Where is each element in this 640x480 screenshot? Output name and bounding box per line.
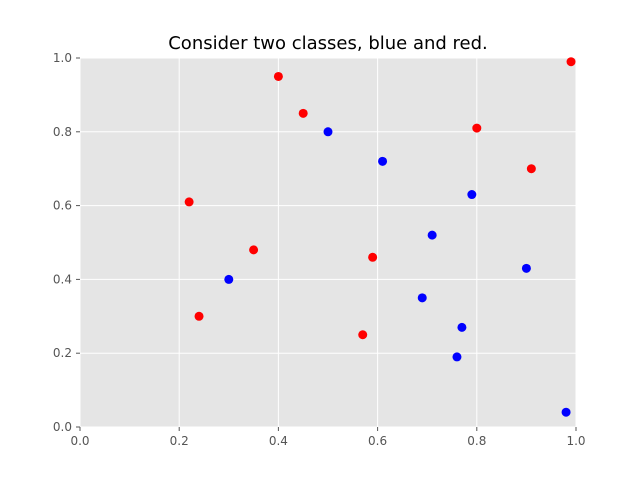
y-tick-label: 0.6: [53, 199, 72, 213]
data-point: [417, 293, 427, 303]
x-tick-label: 1.0: [566, 434, 585, 448]
data-point: [561, 407, 571, 417]
data-point: [378, 156, 388, 166]
data-point: [457, 322, 467, 332]
data-point: [452, 352, 462, 362]
y-tick-label: 1.0: [53, 51, 72, 65]
y-tick-label: 0.8: [53, 125, 72, 139]
data-point: [224, 274, 234, 284]
data-point: [427, 230, 437, 240]
plot-area: [80, 58, 576, 427]
chart-title: Consider two classes, blue and red.: [168, 33, 488, 54]
data-point: [566, 57, 576, 67]
axis-ticks: 0.0 0.2 0.4 0.6 0.8 1.0 0.0 0.2 0.4 0.6 0.8 1.0: [53, 51, 586, 448]
x-tick-label: 0.4: [269, 434, 288, 448]
data-points: [184, 57, 576, 417]
data-point: [184, 197, 194, 207]
data-point: [273, 71, 283, 81]
x-tick-label: 0.6: [368, 434, 387, 448]
data-point: [467, 190, 477, 200]
x-tick-label: 0.8: [467, 434, 486, 448]
data-point: [194, 311, 204, 321]
data-point: [521, 263, 531, 273]
data-point: [526, 164, 536, 174]
grid-lines: [79, 57, 577, 428]
x-tick-label: 0.0: [70, 434, 89, 448]
data-point: [298, 108, 308, 118]
y-tick-label: 0.4: [53, 272, 72, 286]
data-point: [358, 330, 368, 340]
x-tick-label: 0.2: [170, 434, 189, 448]
y-tick-label: 0.2: [53, 346, 72, 360]
data-point: [323, 127, 333, 137]
y-tick-label: 0.0: [53, 420, 72, 434]
data-point: [249, 245, 259, 255]
data-point: [472, 123, 482, 133]
data-point: [368, 252, 378, 262]
